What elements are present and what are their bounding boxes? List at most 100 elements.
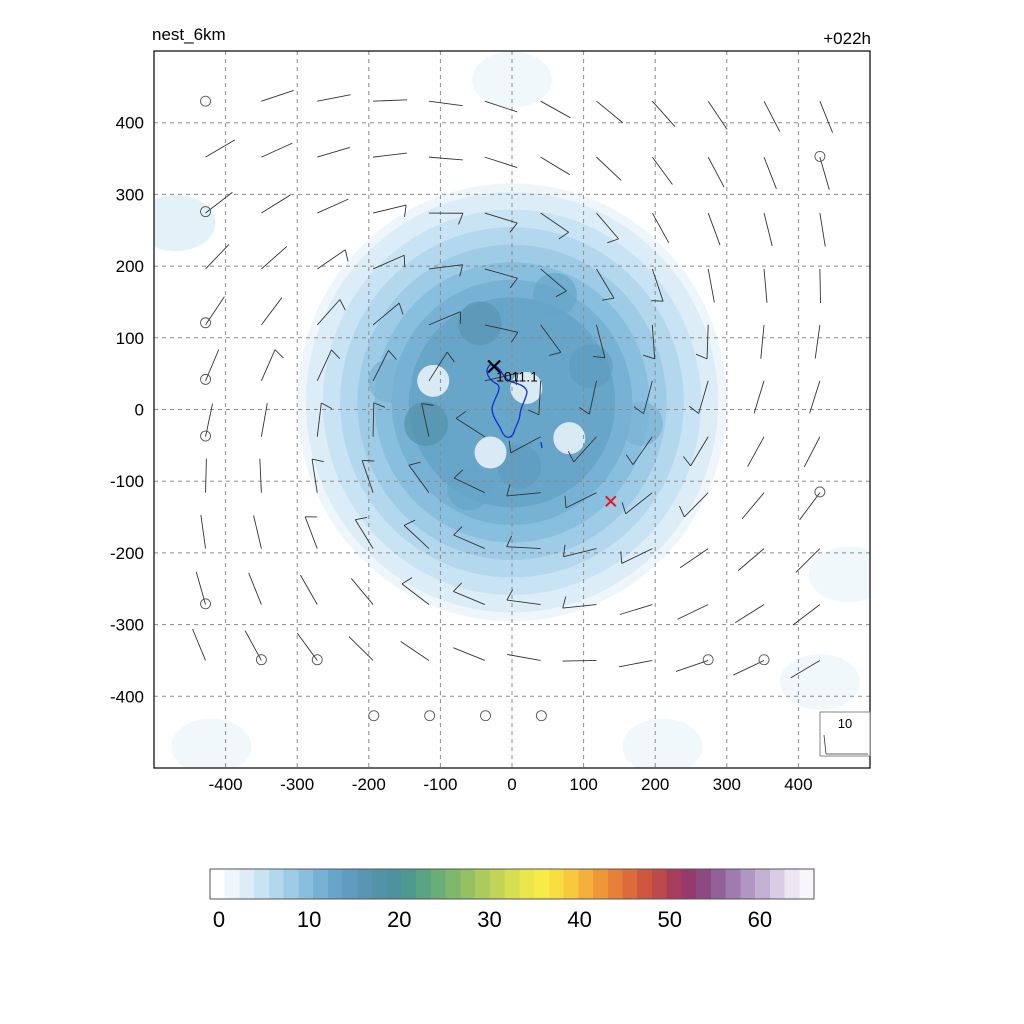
wind-barb: [453, 534, 485, 550]
wind-barb: [350, 578, 374, 605]
field-outer-patch: [779, 653, 860, 710]
x-tick-label: -400: [209, 775, 243, 794]
calm-wind-circle: [702, 654, 714, 666]
wind-barb: [484, 156, 518, 168]
wind-barb: [317, 198, 349, 214]
wind-barb: [428, 264, 463, 270]
wind-barb: [200, 514, 206, 549]
colorbar-tick-label: 10: [297, 907, 321, 932]
field-minimum: [417, 364, 450, 397]
wind-barb: [506, 599, 541, 605]
wind-barb-feather: [506, 535, 513, 547]
wind-barb-feather: [506, 589, 514, 601]
pressure-contour: [486, 363, 528, 438]
wind-barb-feather: [453, 469, 464, 479]
field-minimum: [474, 436, 507, 469]
wind-barb: [253, 515, 262, 549]
central-pressure-label: 1011.1: [496, 368, 538, 384]
field-minimum: [553, 422, 586, 455]
wind-barb: [562, 660, 597, 662]
wind-barb-feather: [509, 222, 518, 233]
wind-barb: [741, 492, 765, 520]
wind-barb-feather: [607, 238, 619, 244]
wind-barb: [400, 641, 430, 661]
field-maximum: [618, 401, 663, 446]
wind-barb: [372, 204, 407, 214]
low-center-marker: [487, 359, 501, 374]
wind-barb-feather: [404, 204, 407, 218]
plot-title-left: nest_6km: [152, 25, 226, 44]
wind-barb: [733, 660, 765, 676]
wind-barb: [192, 628, 206, 661]
wind-barb: [205, 296, 225, 326]
wind-barb-feather: [421, 403, 434, 406]
wind-barb: [205, 244, 230, 270]
wind-barb: [651, 324, 656, 359]
wind-barb: [316, 402, 322, 437]
calm-wind-circle: [535, 710, 547, 722]
colorbar-tick-label: 30: [477, 907, 501, 932]
wind-barb: [819, 156, 830, 190]
wind-barb: [372, 350, 389, 382]
wind-barb: [565, 492, 597, 509]
wind-barb: [428, 351, 448, 382]
wind-barb-feather: [549, 351, 561, 356]
wind-barb: [373, 152, 407, 158]
low-center-stroke: [487, 359, 501, 374]
wind-barb: [453, 647, 485, 661]
wind-barb: [763, 212, 773, 247]
x-axis: -400 -300 -200 -100 0 100 200 300 400: [209, 775, 813, 794]
wind-barb-feather: [388, 350, 397, 360]
wind-barb-feather: [688, 405, 699, 414]
wind-barb: [296, 632, 318, 661]
wind-barb: [261, 194, 291, 214]
wind-barb: [621, 548, 653, 564]
wind-barb: [261, 246, 288, 270]
y-tick-label: -100: [110, 472, 144, 491]
wind-barb: [747, 436, 765, 467]
y-tick-label: 300: [116, 185, 144, 204]
wind-barb: [795, 548, 821, 573]
calm-wind-circle: [814, 486, 826, 498]
wind-barb: [401, 583, 430, 605]
wind-barb: [753, 380, 765, 414]
x-tick-label: -100: [423, 775, 457, 794]
field-outer-patch: [154, 195, 216, 252]
x-tick-label: -200: [352, 775, 386, 794]
red-x-marker: [605, 495, 617, 507]
wind-barb: [792, 604, 821, 626]
wind-barb: [690, 436, 709, 467]
wind-barb: [684, 492, 709, 518]
wind-barb: [588, 380, 597, 415]
wind-reference-box: 10: [819, 711, 871, 757]
wind-barb: [421, 403, 430, 437]
wind-barb: [679, 548, 709, 569]
field-minimum: [510, 371, 543, 404]
wind-barb: [311, 459, 318, 493]
wind-barb: [259, 458, 262, 493]
wind-barb-feather: [401, 577, 413, 585]
wind-barb: [596, 156, 622, 181]
wind-barb-feather: [592, 355, 605, 359]
wind-barb: [643, 380, 653, 414]
calm-wind-circle: [480, 710, 491, 722]
wind-barb: [317, 146, 350, 158]
colorbar: [209, 868, 815, 900]
wind-barb: [540, 156, 570, 176]
field-maximum: [532, 272, 577, 317]
wind-barb: [260, 349, 276, 381]
wind-barb: [428, 156, 463, 161]
field-maximum: [457, 301, 502, 346]
calm-wind-markers: [200, 95, 826, 722]
calm-wind-circle: [200, 206, 212, 218]
wind-barb-feather: [558, 231, 569, 240]
field-maximum: [568, 344, 613, 389]
wind-barb: [261, 90, 294, 102]
wind-barb: [195, 571, 206, 605]
wind-barb: [205, 139, 236, 158]
wind-barb: [316, 349, 332, 382]
wind-barb-feather: [509, 277, 518, 289]
wind-barb: [317, 94, 351, 102]
wind-barb-feather: [620, 551, 623, 564]
